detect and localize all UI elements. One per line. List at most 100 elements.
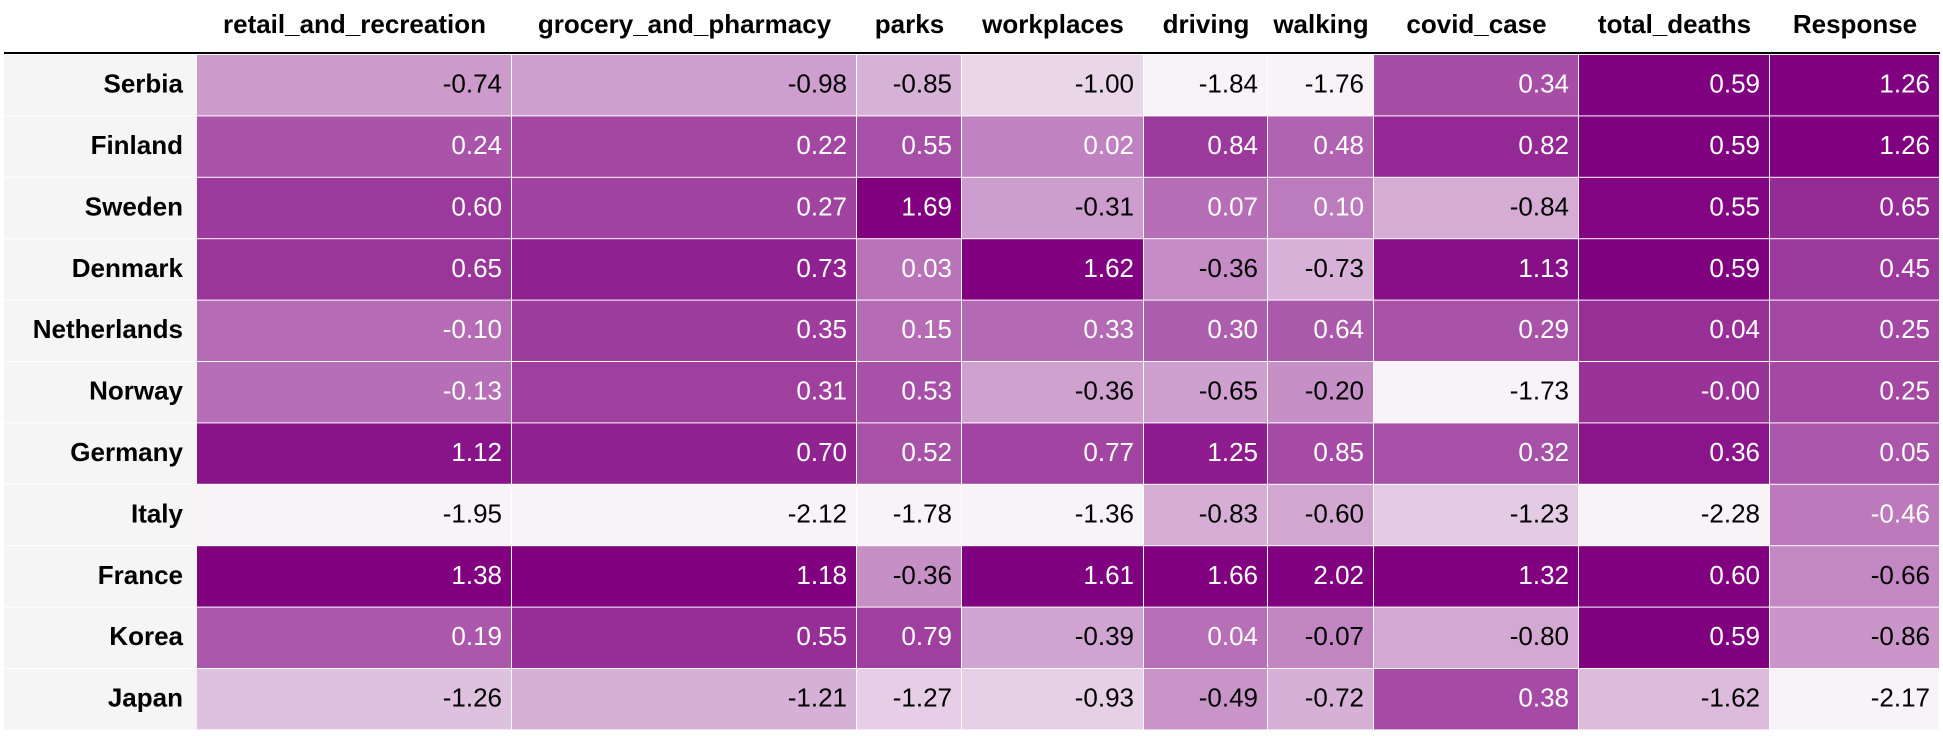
cell-korea-response [1770, 607, 1939, 668]
cell-serbia-workplaces [962, 55, 1143, 116]
row-stripe-germany [4, 423, 197, 484]
row-label-netherlands: Netherlands [33, 314, 183, 344]
row-stripe-serbia [4, 55, 197, 116]
cell-japan-grocery-and-pharmacy [512, 669, 856, 730]
cell-netherlands-total-deaths [1579, 300, 1769, 361]
cell-denmark-total-deaths [1579, 239, 1769, 300]
row-label-sweden: Sweden [85, 191, 183, 221]
cell-value-norway-retail-and-recreation: -0.13 [443, 376, 502, 406]
column-header-walking: walking [1272, 9, 1368, 39]
cell-value-netherlands-response: 0.25 [1879, 314, 1930, 344]
cell-serbia-driving [1144, 55, 1267, 116]
cell-netherlands-parks [857, 300, 961, 361]
row-label-norway: Norway [89, 376, 183, 406]
cell-germany-walking [1268, 423, 1373, 484]
row-stripe-netherlands [4, 300, 197, 361]
cell-sweden-walking [1268, 177, 1373, 239]
cell-sweden-grocery-and-pharmacy [512, 177, 856, 239]
cell-value-germany-grocery-and-pharmacy: 0.70 [796, 437, 847, 467]
row-label-france: France [98, 560, 183, 590]
cell-value-netherlands-retail-and-recreation: -0.10 [443, 314, 502, 344]
heatmap-cells: -0.74 -0.98 -0.85 -1.00 -1.84 -1.76 0.34 0.59 1.… [197, 55, 1939, 730]
cell-sweden-response [1770, 177, 1939, 239]
cell-denmark-retail-and-recreation [197, 239, 511, 300]
cell-norway-covid-case [1374, 362, 1578, 423]
cell-value-italy-total-deaths: -2.28 [1701, 498, 1760, 528]
cell-value-norway-parks: 0.53 [901, 376, 952, 406]
cell-denmark-covid-case [1374, 239, 1578, 300]
cell-italy-workplaces [962, 484, 1143, 546]
cell-serbia-total-deaths [1579, 55, 1769, 116]
cell-value-finland-workplaces: 0.02 [1083, 130, 1134, 160]
cell-value-germany-driving: 1.25 [1207, 437, 1258, 467]
cell-value-netherlands-driving: 0.30 [1207, 314, 1258, 344]
cell-sweden-retail-and-recreation [197, 177, 511, 239]
cell-value-denmark-walking: -0.73 [1305, 253, 1364, 283]
cell-korea-parks [857, 607, 961, 668]
column-header-grocery-and-pharmacy: grocery_and_pharmacy [538, 9, 832, 39]
cell-value-serbia-parks: -0.85 [893, 69, 952, 99]
cell-france-parks [857, 546, 961, 607]
cell-value-serbia-driving: -1.84 [1199, 69, 1258, 99]
cell-value-italy-workplaces: -1.36 [1075, 498, 1134, 528]
cell-value-sweden-grocery-and-pharmacy: 0.27 [796, 191, 847, 221]
cell-value-korea-parks: 0.79 [901, 621, 952, 651]
cell-finland-workplaces [962, 116, 1143, 177]
cell-value-germany-workplaces: 0.77 [1083, 437, 1134, 467]
cell-value-serbia-walking: -1.76 [1305, 69, 1364, 99]
cell-value-netherlands-workplaces: 0.33 [1083, 314, 1134, 344]
cell-japan-walking [1268, 669, 1373, 730]
cell-value-denmark-retail-and-recreation: 0.65 [451, 253, 502, 283]
cell-japan-total-deaths [1579, 669, 1769, 730]
cell-germany-retail-and-recreation [197, 423, 511, 484]
cell-korea-retail-and-recreation [197, 607, 511, 668]
column-header-retail-and-recreation: retail_and_recreation [223, 9, 486, 39]
cell-value-norway-workplaces: -0.36 [1075, 376, 1134, 406]
cell-value-netherlands-parks: 0.15 [901, 314, 952, 344]
cell-value-japan-walking: -0.72 [1305, 683, 1364, 713]
cell-norway-driving [1144, 362, 1267, 423]
column-headers: retail_and_recreation grocery_and_pharmac… [223, 9, 1917, 39]
cell-value-japan-response: -2.17 [1871, 683, 1930, 713]
cell-italy-covid-case [1374, 484, 1578, 546]
row-label-germany: Germany [70, 437, 183, 467]
cell-value-france-grocery-and-pharmacy: 1.18 [796, 560, 847, 590]
cell-norway-total-deaths [1579, 362, 1769, 423]
cell-norway-workplaces [962, 362, 1143, 423]
cell-value-finland-response: 1.26 [1879, 130, 1930, 160]
cell-italy-retail-and-recreation [197, 484, 511, 546]
cell-value-sweden-parks: 1.69 [901, 191, 952, 221]
column-header-total-deaths: total_deaths [1598, 9, 1751, 39]
cell-value-france-workplaces: 1.61 [1083, 560, 1134, 590]
cell-serbia-walking [1268, 55, 1373, 116]
row-stripe-japan [4, 669, 197, 730]
cell-italy-grocery-and-pharmacy [512, 484, 856, 546]
cell-value-finland-grocery-and-pharmacy: 0.22 [796, 130, 847, 160]
cell-serbia-response [1770, 55, 1939, 116]
column-header-driving: driving [1163, 9, 1250, 39]
cell-value-japan-covid-case: 0.38 [1518, 683, 1569, 713]
cell-germany-parks [857, 423, 961, 484]
cell-france-walking [1268, 546, 1373, 607]
cell-value-germany-response: 0.05 [1879, 437, 1930, 467]
cell-italy-response [1770, 484, 1939, 546]
cell-netherlands-retail-and-recreation [197, 300, 511, 361]
cell-value-italy-grocery-and-pharmacy: -2.12 [788, 498, 847, 528]
row-stripe-sweden [4, 177, 197, 239]
row-stripe-france [4, 546, 197, 607]
cell-value-germany-parks: 0.52 [901, 437, 952, 467]
cell-value-italy-response: -0.46 [1871, 498, 1930, 528]
row-label-finland: Finland [91, 130, 183, 160]
cell-value-denmark-total-deaths: 0.59 [1709, 253, 1760, 283]
cell-serbia-grocery-and-pharmacy [512, 55, 856, 116]
cell-serbia-retail-and-recreation [197, 55, 511, 116]
cell-value-korea-covid-case: -0.80 [1510, 621, 1569, 651]
cell-germany-covid-case [1374, 423, 1578, 484]
row-label-denmark: Denmark [72, 253, 184, 283]
cell-value-denmark-parks: 0.03 [901, 253, 952, 283]
cell-italy-walking [1268, 484, 1373, 546]
cell-denmark-walking [1268, 239, 1373, 300]
column-header-response: Response [1793, 9, 1917, 39]
cell-denmark-driving [1144, 239, 1267, 300]
cell-germany-workplaces [962, 423, 1143, 484]
